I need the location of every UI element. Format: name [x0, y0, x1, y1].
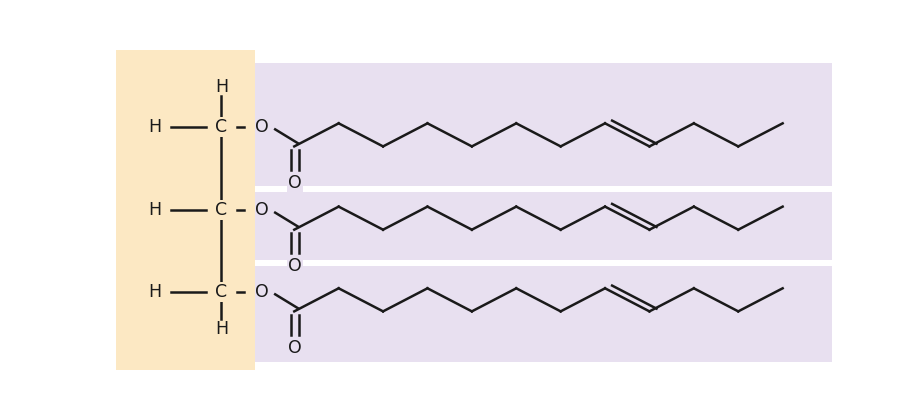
Text: H: H — [149, 283, 162, 301]
Bar — [255, 63, 832, 186]
Bar — [255, 266, 832, 362]
Text: O: O — [255, 201, 269, 219]
Bar — [255, 193, 832, 260]
Text: H: H — [149, 201, 162, 219]
Text: C: C — [215, 201, 227, 219]
Text: O: O — [255, 283, 269, 301]
Text: H: H — [215, 78, 228, 96]
Bar — [116, 50, 255, 370]
Text: O: O — [288, 257, 302, 275]
Text: H: H — [215, 319, 228, 338]
Text: H: H — [149, 118, 162, 136]
Text: O: O — [288, 174, 302, 192]
Text: C: C — [215, 283, 227, 301]
Text: O: O — [255, 118, 269, 136]
Text: C: C — [215, 118, 227, 136]
Text: O: O — [288, 339, 302, 357]
